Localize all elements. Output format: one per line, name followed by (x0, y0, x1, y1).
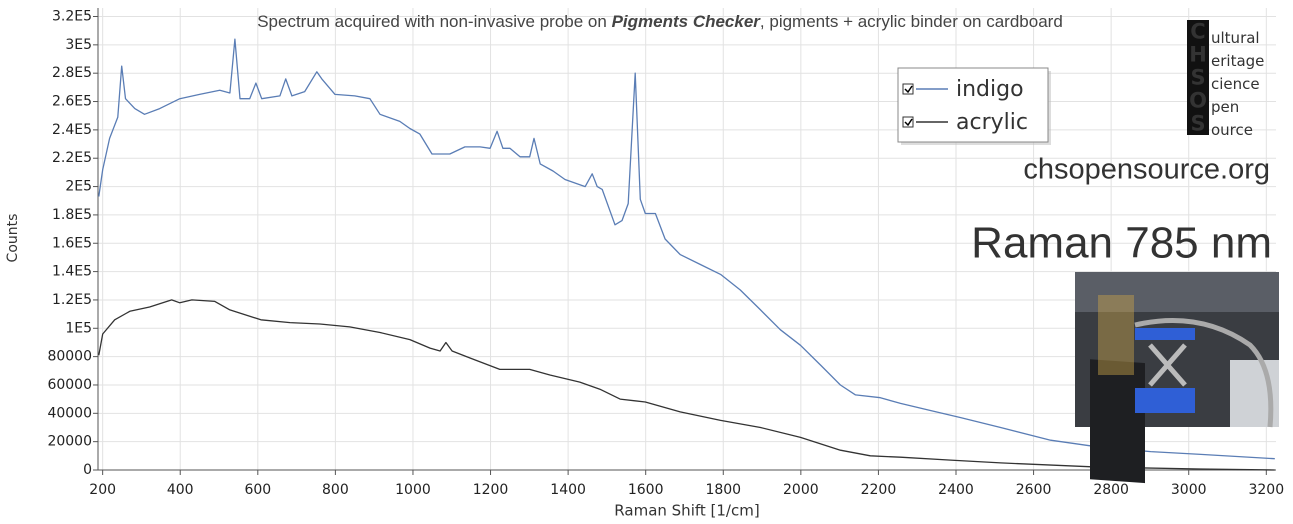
y-tick-label: 20000 (47, 434, 92, 450)
y-tick-label: 3.2E5 (52, 9, 92, 25)
logo-word: eritage (1211, 52, 1264, 70)
photo-base (1135, 388, 1195, 413)
y-tick-label: 2.6E5 (52, 94, 92, 110)
title-part: Spectrum acquired with non-invasive prob… (257, 12, 611, 31)
y-tick-label: 2.4E5 (52, 122, 92, 138)
x-tick-label: 1400 (550, 482, 586, 498)
x-tick-label: 2200 (861, 482, 897, 498)
legend-checkbox[interactable] (902, 116, 914, 128)
x-tick-label: 200 (89, 482, 116, 498)
photo-swatches (1098, 295, 1134, 375)
subtitle: Raman 785 nm (971, 219, 1272, 268)
plot (98, 38, 1275, 471)
x-tick-label: 1600 (628, 482, 664, 498)
x-tick-label: 800 (322, 482, 349, 498)
y-tick-label: 1.4E5 (52, 264, 92, 280)
website: chsopensource.org (1023, 154, 1270, 186)
title-part: Pigments Checker (612, 12, 762, 31)
x-tick-label: 2400 (938, 482, 974, 498)
logo-letter: C (1190, 20, 1205, 44)
photo-cable (1134, 318, 1274, 428)
logo-word: pen (1211, 98, 1239, 116)
y-tick-label: 2.2E5 (52, 150, 92, 166)
y-tick-label: 1E5 (65, 320, 92, 336)
y-tick-label: 2.8E5 (52, 65, 92, 81)
photo-jack (1148, 343, 1187, 387)
y-tick-label: 0 (83, 462, 92, 478)
title-part: , pigments + acrylic binder on cardboard (760, 12, 1063, 31)
logo-letter: O (1189, 89, 1207, 113)
photo-checker (1090, 359, 1145, 484)
x-tick-label: 400 (167, 482, 194, 498)
logo-word: ource (1211, 121, 1253, 139)
data-line (98, 38, 1275, 460)
logo-letter: S (1190, 112, 1205, 136)
logo-word: ultural (1211, 29, 1260, 47)
x-tick-label: 1000 (395, 482, 431, 498)
y-tick-label: 80000 (47, 349, 92, 365)
check-mark (904, 85, 913, 94)
check-mark (904, 118, 913, 127)
x-tick-label: 600 (244, 482, 271, 498)
logo-bar (1187, 20, 1209, 135)
y-axis-label: Counts (5, 214, 21, 263)
y-tick-label: 2E5 (65, 179, 92, 195)
x-tick-label: 1200 (473, 482, 509, 498)
x-tick-label: 3000 (1171, 482, 1207, 498)
logo-word: cience (1211, 75, 1260, 93)
y-tick-label: 60000 (47, 377, 92, 393)
logo-letter: H (1189, 43, 1207, 67)
data-line (98, 299, 1275, 471)
x-axis-label: Raman Shift [1/cm] (614, 502, 759, 520)
y-tick-label: 40000 (47, 405, 92, 421)
y-tick-label: 1.6E5 (52, 235, 92, 251)
x-tick-label: 2000 (783, 482, 819, 498)
legend-box (897, 67, 1049, 143)
x-tick-label: 1800 (705, 482, 741, 498)
photo (1075, 272, 1279, 484)
x-tick-label: 2800 (1093, 482, 1129, 498)
photo-stand (1135, 328, 1195, 340)
y-tick-label: 1.8E5 (52, 207, 92, 223)
x-tick-label: 3200 (1248, 482, 1284, 498)
legend-label[interactable]: acrylic (956, 110, 1028, 135)
legend-label[interactable]: indigo (956, 77, 1024, 102)
photo-wall (1075, 272, 1279, 312)
y-tick-label: 1.2E5 (52, 292, 92, 308)
legend: indigo acrylic (897, 67, 1051, 145)
chart-title: Spectrum acquired with non-invasive prob… (257, 12, 1063, 31)
legend-checkbox[interactable] (902, 83, 914, 95)
logo-letter: S (1190, 66, 1205, 90)
y-tick-label: 3E5 (65, 37, 92, 53)
x-tick-label: 2600 (1016, 482, 1052, 498)
